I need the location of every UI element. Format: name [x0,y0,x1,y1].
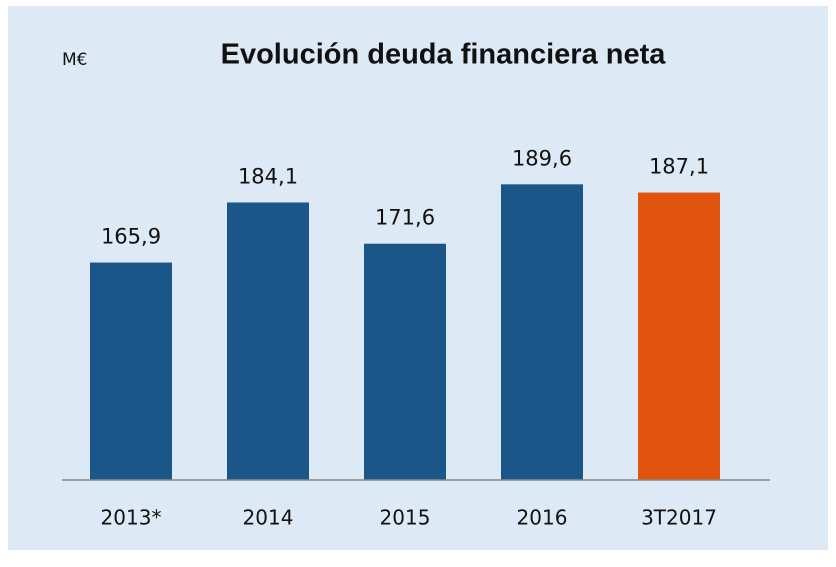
value-label: 189,6 [512,146,572,170]
bar [638,192,720,480]
x-tick-label: 2014 [243,506,294,530]
bar [90,262,172,480]
value-label: 187,1 [649,155,709,179]
value-label: 171,6 [375,206,435,230]
bar [364,243,446,480]
x-tick-label: 2016 [517,506,568,530]
x-tick-label: 2013* [101,506,162,530]
value-label: 165,9 [101,225,161,249]
value-label: 184,1 [238,164,298,188]
x-tick-label: 2015 [380,506,431,530]
bar [501,184,583,480]
x-tick-label: 3T2017 [641,506,717,530]
chart-title: Evolución deuda financiera neta [221,39,667,71]
unit-label: M€ [62,50,87,70]
bar [227,202,309,480]
